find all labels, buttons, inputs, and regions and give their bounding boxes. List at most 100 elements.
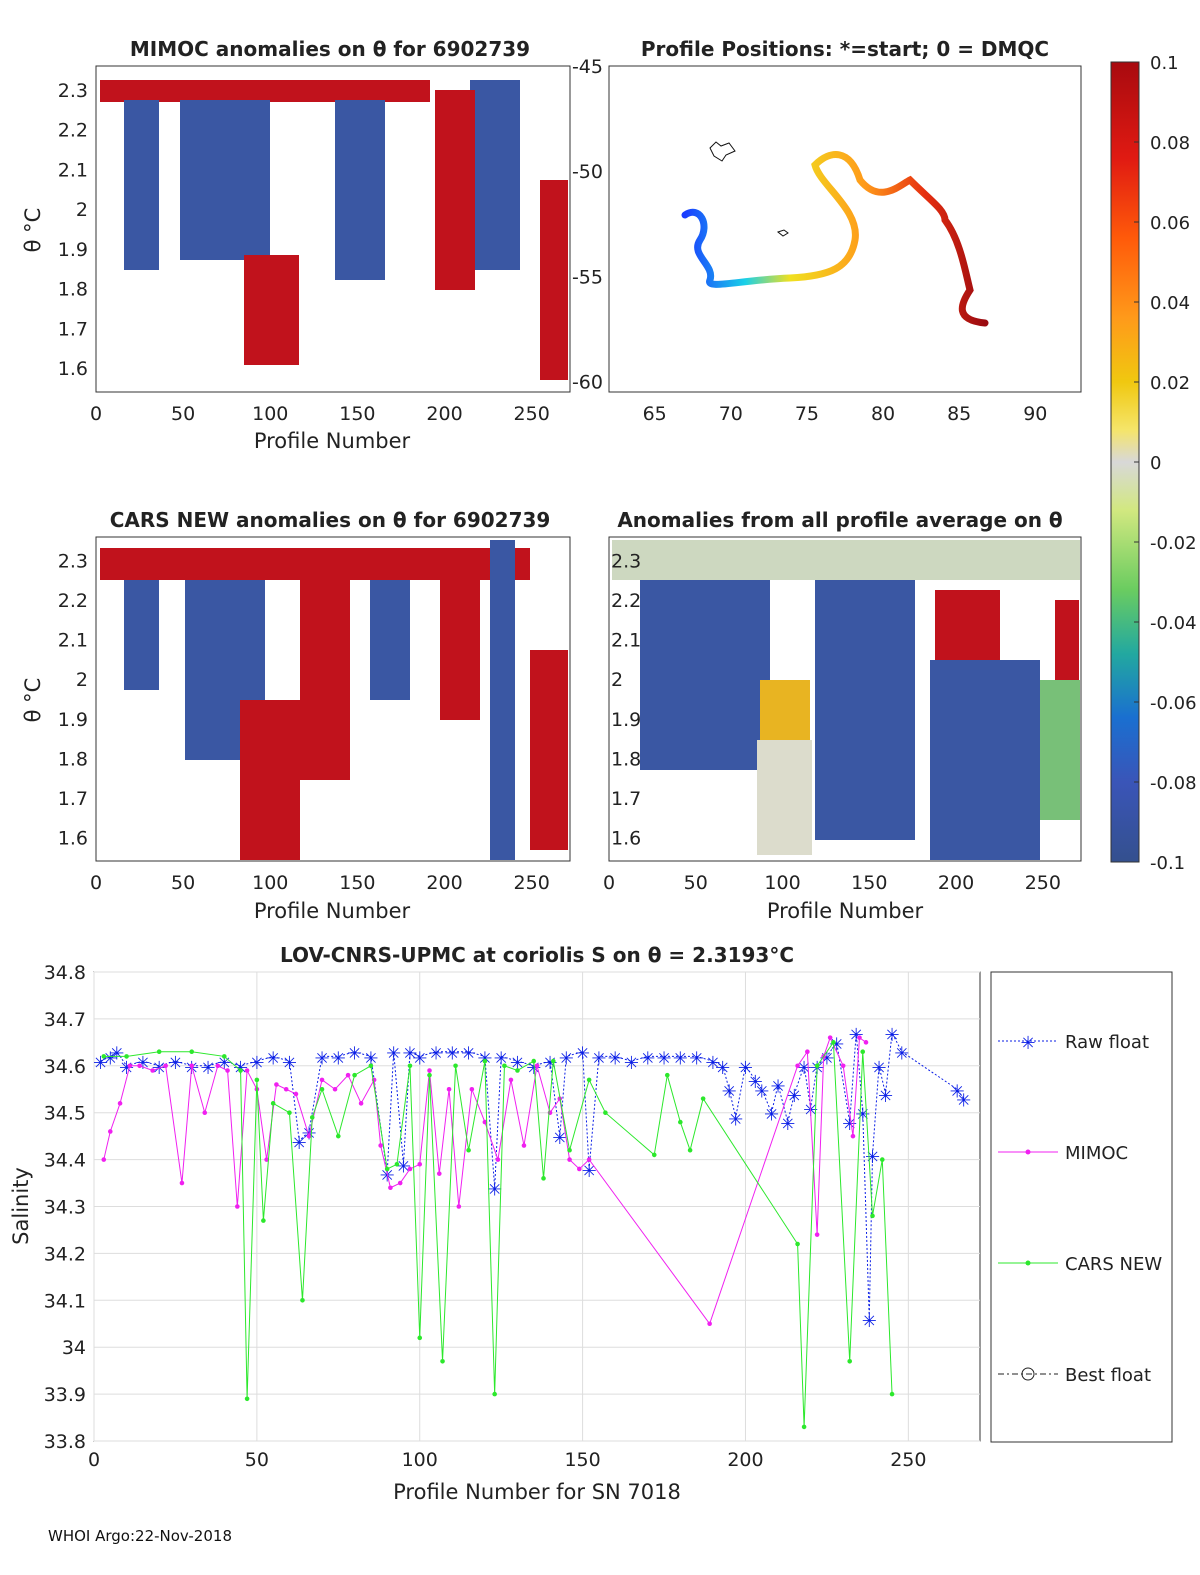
x-tick-label: 200 <box>426 872 462 894</box>
raw-float-point: ✳ <box>402 1044 417 1065</box>
point-mimoc <box>189 1063 195 1069</box>
raw-float-point: ✳ <box>640 1048 655 1069</box>
cars-heatmap <box>100 540 568 860</box>
point-mimoc <box>446 1086 452 1092</box>
y-tick-label: 34.8 <box>44 962 86 984</box>
raw-float-point: ✳ <box>956 1091 971 1112</box>
point-mimoc <box>456 1204 462 1209</box>
point-cars-new <box>352 1072 357 1078</box>
raw-float-point: ✳ <box>689 1048 704 1069</box>
raw-float-point: ✳ <box>109 1044 124 1065</box>
point-cars-new <box>700 1096 706 1101</box>
point-mimoc <box>482 1119 488 1125</box>
chart-x-ticks: 0 50 100 150 200 250 <box>88 1449 927 1471</box>
y-tick-label: 34 <box>62 1337 86 1359</box>
point-cars-new <box>394 1161 400 1167</box>
point-cars-new <box>678 1119 683 1125</box>
positions-title: Profile Positions: *=start; 0 = DMQC <box>641 37 1049 61</box>
x-tick-label: 50 <box>245 1449 269 1471</box>
point-cars-new <box>466 1147 471 1153</box>
mimoc-heatmap <box>100 80 568 380</box>
point-cars-new <box>101 1054 107 1059</box>
point-mimoc <box>397 1180 403 1186</box>
allavg-x-ticks: 0 50 100 150 200 250 <box>603 872 1061 894</box>
cars-blue-col-3 <box>370 580 410 700</box>
y-tick-label: 34.3 <box>44 1197 86 1219</box>
raw-float-point: ✳ <box>673 1048 688 1069</box>
point-mimoc <box>137 1063 142 1069</box>
point-cars-new <box>860 1049 866 1055</box>
y-tick-label: 2.3 <box>58 80 88 102</box>
chart-grid <box>93 971 980 1442</box>
raw-float-point: ✳ <box>168 1053 183 1074</box>
y-tick-label: 1.6 <box>58 358 88 380</box>
point-cars-new <box>687 1147 693 1153</box>
point-cars-new <box>287 1110 292 1115</box>
chart-title: LOV-CNRS-UPMC at coriolis S on θ = 2.319… <box>280 943 794 967</box>
allavg-y-ticks: 2.3 2.2 2.1 2 1.9 1.8 1.7 1.6 <box>611 551 641 850</box>
point-mimoc <box>345 1072 351 1078</box>
allavg-blue-col-1 <box>640 580 770 770</box>
mimoc-red-col <box>435 90 475 290</box>
lon-tick-label: 85 <box>947 403 971 425</box>
mimoc-title: MIMOC anomalies on θ for 6902739 <box>130 37 530 61</box>
y-tick-label: 1.9 <box>58 709 88 731</box>
x-tick-label: 100 <box>252 403 288 425</box>
point-cars-new <box>417 1335 423 1341</box>
point-mimoc <box>417 1161 423 1167</box>
raw-float-point: ✳ <box>950 1081 965 1102</box>
x-tick-label: 150 <box>339 403 375 425</box>
lon-tick-label: 75 <box>795 403 819 425</box>
cars-panel: CARS NEW anomalies on θ for 6902739 2.32… <box>21 508 571 923</box>
point-cars-new <box>238 1068 243 1073</box>
point-cars-new <box>567 1147 572 1153</box>
point-cars-new <box>319 1086 325 1092</box>
allavg-title: Anomalies from all profile average on θ <box>617 508 1062 532</box>
allavg-red-blob <box>935 590 1000 665</box>
point-cars-new <box>492 1391 497 1397</box>
point-mimoc <box>857 1035 862 1040</box>
mimoc-red-blob <box>244 255 299 365</box>
point-cars-new <box>453 1063 458 1069</box>
point-mimoc <box>840 1063 846 1069</box>
y-tick-label: 1.8 <box>58 748 88 770</box>
x-tick-label: 200 <box>938 872 974 894</box>
chart-y-ticks: 34.8 34.7 34.6 34.5 34.4 34.3 34.2 34.1 34 33.9 33… <box>44 962 86 1453</box>
lon-tick-label: 80 <box>871 403 895 425</box>
raw-float-point: ✳ <box>331 1048 346 1069</box>
lon-tick-label: 70 <box>719 403 743 425</box>
raw-float-point: ✳ <box>559 1048 574 1069</box>
raw-float-point: ✳ <box>266 1048 281 1069</box>
y-tick-label: 1.7 <box>58 788 88 810</box>
raw-float-point: ✳ <box>748 1072 763 1093</box>
x-tick-label: 250 <box>514 872 550 894</box>
allavg-panel: Anomalies from all profile average on θ … <box>603 508 1082 923</box>
raw-float-point: ✳ <box>865 1147 880 1168</box>
raw-float-point: ✳ <box>396 1156 411 1177</box>
raw-float-point: ✳ <box>715 1058 730 1079</box>
point-mimoc <box>235 1204 240 1209</box>
point-mimoc <box>469 1086 475 1092</box>
y-tick-label: 33.9 <box>44 1384 86 1406</box>
point-cars-new <box>427 1072 432 1078</box>
point-mimoc <box>150 1068 155 1073</box>
mimoc-blue-col-3 <box>335 100 385 280</box>
raw-float-point: ✳ <box>552 1128 567 1149</box>
point-cars-new <box>189 1049 195 1055</box>
point-mimoc <box>274 1082 279 1087</box>
legend-label: MIMOC <box>1065 1143 1128 1164</box>
legend-marker: ✳ <box>1020 1033 1035 1054</box>
y-tick-label: 2 <box>611 669 623 691</box>
lat-tick-label: -60 <box>572 371 603 393</box>
raw-float-point: ✳ <box>754 1081 769 1102</box>
mimoc-red-band <box>100 80 430 102</box>
colorbar-tick-label: 0.1 <box>1150 53 1179 74</box>
lon-tick-label: 90 <box>1023 403 1047 425</box>
legend-marker <box>1021 1367 1035 1381</box>
allavg-xlabel: Profile Number <box>767 899 924 923</box>
x-tick-label: 150 <box>339 872 375 894</box>
y-tick-label: 34.7 <box>44 1009 86 1031</box>
point-cars-new <box>384 1166 390 1172</box>
raw-float-point: ✳ <box>412 1048 427 1069</box>
